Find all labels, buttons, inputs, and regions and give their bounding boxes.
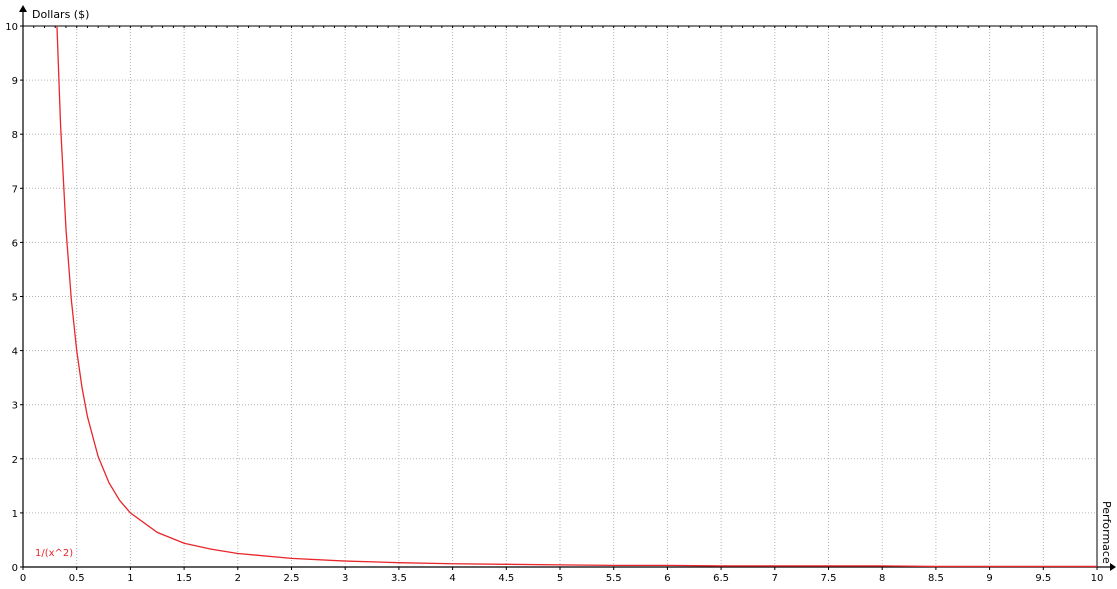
x-tick-labels: 0 0.5 1 1.5 2 2.5 3 3.5 4 4.5 5 5.5 6 6.5 7 7.5 8 8.5 9 9.5…: [20, 573, 1104, 584]
x-tick-label: 7: [772, 573, 778, 584]
y-tick-label: 1: [12, 509, 18, 520]
x-axis-arrow: [1110, 563, 1116, 571]
x-tick-label: 8: [879, 573, 885, 584]
y-tick-labels: 0 1 2 3 4 5 6 7 8 9 10: [5, 22, 18, 574]
series-label: 1/(x^2): [35, 548, 73, 559]
x-tick-label: 0: [20, 573, 26, 584]
y-axis-arrow: [19, 5, 27, 12]
x-tick-label: 9.5: [1035, 573, 1051, 584]
y-tick-label: 9: [12, 76, 18, 87]
x-tick-label: 4.5: [498, 573, 514, 584]
axes: [19, 5, 1116, 571]
x-tick-label: 1.5: [176, 573, 192, 584]
x-tick-label: 5: [557, 573, 563, 584]
x-tick-label: 9: [986, 573, 992, 584]
x-tick-label: 3.5: [391, 573, 407, 584]
x-axis-label: Performace: [1100, 501, 1113, 564]
y-tick-label: 4: [12, 347, 18, 358]
x-tick-label: 10: [1091, 573, 1104, 584]
y-axis-label: Dollars ($): [32, 8, 89, 21]
x-tick-label: 8.5: [928, 573, 944, 584]
y-tick-label: 6: [12, 238, 18, 249]
x-tick-label: 6: [664, 573, 670, 584]
y-tick-label: 3: [12, 401, 18, 412]
x-tick-label: 0.5: [69, 573, 85, 584]
y-tick-label: 10: [5, 22, 18, 33]
y-tick-label: 7: [12, 184, 18, 195]
y-tick-label: 8: [12, 130, 18, 141]
series-line-1: [56, 25, 1097, 568]
x-tick-label: 3: [342, 573, 348, 584]
x-tick-label: 6.5: [713, 573, 729, 584]
x-tick-label: 7.5: [821, 573, 837, 584]
x-tick-label: 1: [127, 573, 133, 584]
y-tick-label: 0: [12, 563, 18, 574]
y-tick-label: 2: [12, 455, 18, 466]
x-tick-label: 4: [449, 573, 455, 584]
x-tick-label: 5.5: [606, 573, 622, 584]
x-tick-label: 2: [235, 573, 241, 584]
x-tick-label: 2.5: [284, 573, 300, 584]
y-tick-label: 5: [12, 293, 18, 304]
grid-lines: [23, 25, 1098, 567]
